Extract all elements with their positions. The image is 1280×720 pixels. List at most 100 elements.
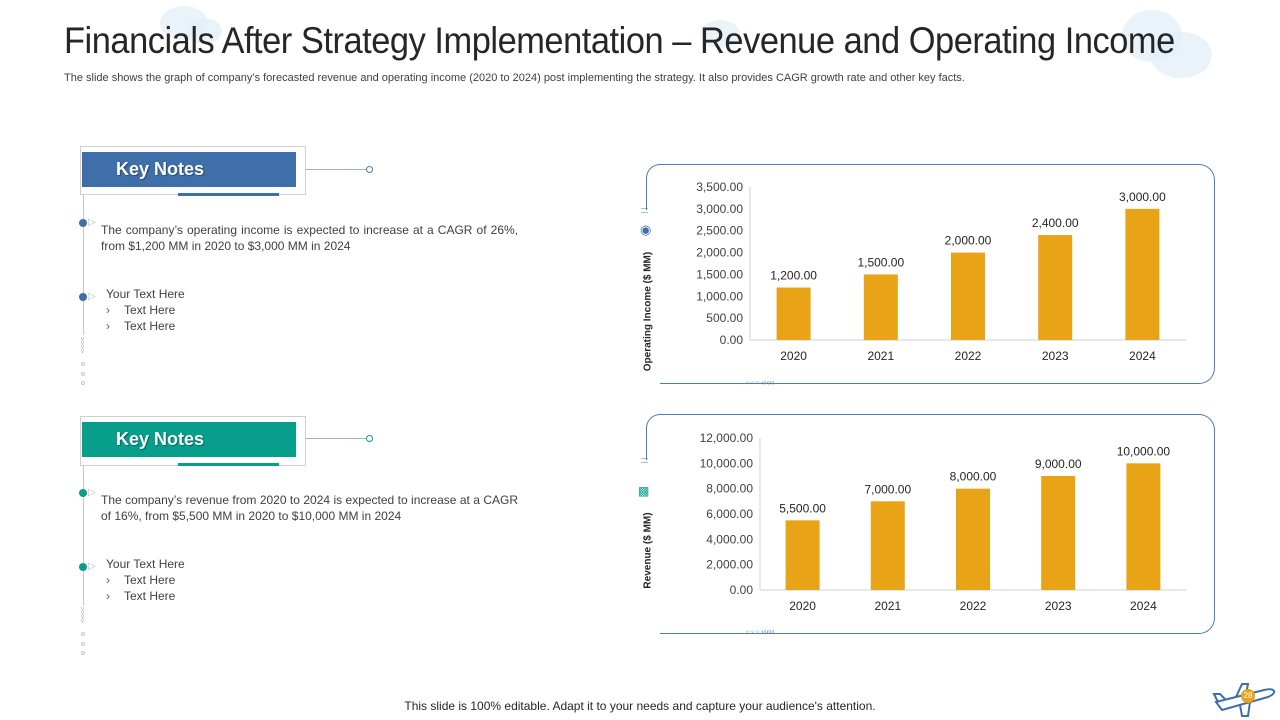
x-tick-label: 2023 [1042, 349, 1069, 363]
bar-2023 [1041, 476, 1076, 590]
list-title: Your Text Here [106, 557, 185, 571]
chevron-right-icon: › [106, 319, 110, 333]
bar-2022 [951, 252, 985, 340]
arrow-icon: ▷ [88, 217, 96, 228]
ring-decoration [81, 362, 85, 366]
arrow-icon: ▷ [88, 487, 96, 498]
cloud-decoration [1150, 32, 1212, 78]
timeline-line [83, 195, 84, 335]
x-tick-label: 2024 [1129, 349, 1156, 363]
page-subtitle: The slide shows the graph of company’s f… [64, 72, 965, 84]
y-tick-label: 1,000.00 [696, 289, 743, 303]
timeline-dot [79, 563, 87, 571]
list-item: › Text Here [106, 319, 176, 333]
chart-panel-frame [660, 164, 1215, 384]
x-tick-label: 2020 [780, 349, 807, 363]
x-tick-label: 2022 [955, 349, 982, 363]
key-notes-underline [178, 463, 279, 466]
list-item: › Text Here [106, 589, 176, 603]
y-tick-label: 2,000.00 [706, 558, 753, 572]
data-label: 1,500.00 [857, 255, 904, 269]
bar-2023 [1038, 235, 1073, 340]
line-decoration: ― ― [641, 455, 648, 466]
x-tick-label: 2023 [1045, 599, 1072, 613]
page-title: Financials After Strategy Implementation… [64, 20, 1175, 61]
data-label: 5,500.00 [779, 501, 826, 515]
y-tick-label: 8,000.00 [706, 482, 753, 496]
chevron-decoration: ∨ ∨ ∨ ∨ [80, 336, 86, 355]
y-tick-label: 0.00 [720, 333, 744, 347]
dots-decoration: ◦ ◦ ◦ ‹‹‹‹‹ [746, 627, 775, 636]
data-label: 10,000.00 [1117, 444, 1171, 458]
key-notes-heading: Key Notes [82, 152, 296, 187]
bar-2021 [863, 274, 898, 340]
arrow-icon: ▷ [88, 291, 96, 302]
line-decoration: ― ― [641, 205, 648, 216]
key-note-text: The company’s operating income is expect… [101, 223, 518, 253]
text-list: Your Text Here › Text Here › Text Here [106, 286, 185, 334]
bar-2024 [1126, 463, 1161, 590]
data-label: 9,000.00 [1035, 457, 1082, 471]
data-label: 7,000.00 [864, 482, 911, 496]
y-tick-label: 2,000.00 [696, 246, 743, 260]
list-title: Your Text Here [106, 287, 185, 301]
ring-decoration [81, 632, 85, 636]
x-tick-label: 2024 [1130, 599, 1157, 613]
chevron-right-icon: › [106, 303, 110, 317]
y-tick-label: 12,000.00 [700, 431, 754, 445]
timeline-line [83, 466, 84, 606]
money-hand-icon: ◉ [640, 222, 652, 237]
key-note-text: The company’s revenue from 2020 to 2024 … [101, 493, 518, 523]
ring-decoration [81, 642, 85, 646]
bar-2020 [785, 520, 820, 590]
y-tick-label: 2,500.00 [696, 224, 743, 238]
x-tick-label: 2020 [789, 599, 816, 613]
revenue-chart: 0.00 2,000.00 4,000.00 6,000.00 8,000.00 10,0… [700, 431, 1186, 613]
y-tick-label: 3,500.00 [696, 180, 743, 194]
x-tick-label: 2021 [867, 349, 894, 363]
data-label: 1,200.00 [770, 269, 817, 283]
money-growth-icon: ▩ [638, 484, 650, 498]
bar-2021 [870, 501, 905, 590]
y-tick-label: 0.00 [730, 583, 754, 597]
key-notes-underline [178, 193, 279, 196]
text-list: Your Text Here › Text Here › Text Here [106, 556, 185, 604]
y-tick-label: 10,000.00 [700, 456, 754, 470]
arrow-icon: ▷ [88, 561, 96, 572]
cloud-decoration [700, 20, 740, 48]
connector-ring [366, 435, 373, 442]
y-axis-title: Revenue ($ MM) [642, 512, 654, 589]
key-notes-heading: Key Notes [82, 422, 296, 457]
bar-2024 [1125, 208, 1160, 340]
bar-2022 [956, 488, 990, 590]
data-label: 2,400.00 [1032, 216, 1079, 230]
chart-panel-corner [646, 414, 662, 460]
chart-panel-frame [660, 414, 1215, 634]
y-tick-label: 1,500.00 [696, 267, 743, 281]
y-axis-title: Operating Income ($ MM) [642, 251, 654, 372]
page-number: 28 [1241, 689, 1255, 703]
connector-ring [366, 166, 373, 173]
data-label: 8,000.00 [950, 470, 997, 484]
bar-2020 [776, 287, 811, 340]
timeline-dot [79, 219, 87, 227]
ring-decoration [81, 651, 85, 655]
footer-note: This slide is 100% editable. Adapt it to… [404, 699, 876, 713]
chevron-decoration: ∨ ∨ ∨ ∨ [80, 606, 86, 625]
x-tick-label: 2022 [960, 599, 987, 613]
dots-decoration: ◦ ◦ ◦ ‹‹‹‹‹ [746, 378, 775, 387]
ring-decoration [81, 372, 85, 376]
timeline-dot [79, 489, 87, 497]
timeline-dot [79, 293, 87, 301]
connector-line [306, 169, 366, 170]
data-label: 2,000.00 [945, 234, 992, 248]
cloud-decoration [186, 18, 222, 44]
ring-decoration [81, 381, 85, 385]
operating-income-chart: 0.00 500.00 1,000.00 1,500.00 2,000.00 2,500.… [696, 180, 1186, 363]
y-tick-label: 500.00 [706, 311, 743, 325]
list-item: › Text Here [106, 573, 176, 587]
chevron-right-icon: › [106, 589, 110, 603]
y-tick-label: 3,000.00 [696, 202, 743, 216]
connector-line [306, 438, 366, 439]
chevron-right-icon: › [106, 573, 110, 587]
